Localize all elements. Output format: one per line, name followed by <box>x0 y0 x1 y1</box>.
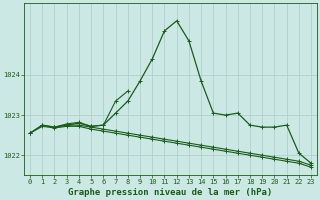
X-axis label: Graphe pression niveau de la mer (hPa): Graphe pression niveau de la mer (hPa) <box>68 188 273 197</box>
